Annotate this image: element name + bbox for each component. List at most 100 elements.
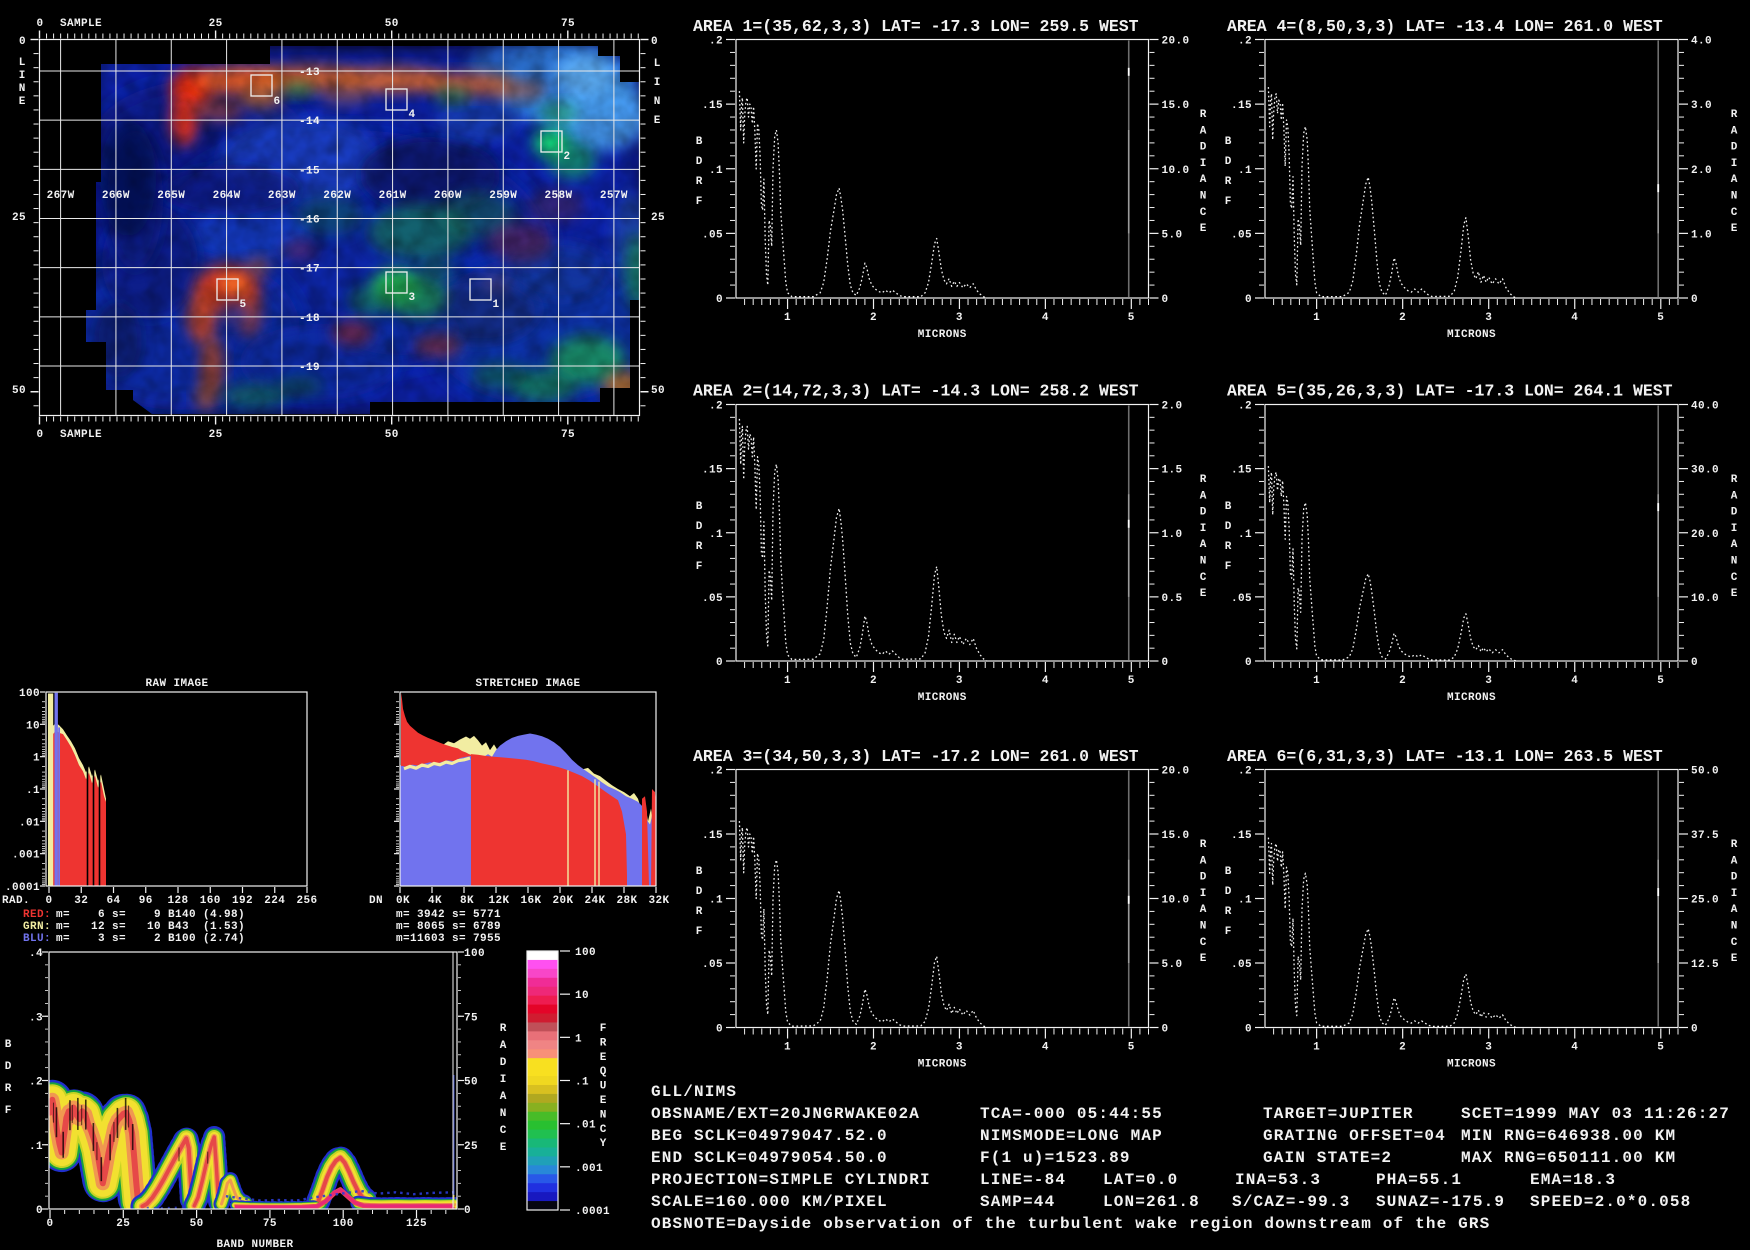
svg-text:L: L [654, 58, 661, 70]
svg-text:F: F [696, 196, 703, 208]
svg-text:m= 3 s= 2 B100 (2.74): m= 3 s= 2 B100 (2.74) [56, 933, 245, 945]
svg-text:F(1 u)=1523.89: F(1 u)=1523.89 [980, 1149, 1131, 1167]
svg-text:5.0: 5.0 [1162, 229, 1183, 241]
svg-text:B: B [696, 501, 703, 513]
svg-text:E: E [500, 1142, 507, 1154]
svg-text:D: D [500, 1057, 507, 1069]
svg-text:AREA 6=(6,31,3,3) LAT= -13.1 L: AREA 6=(6,31,3,3) LAT= -13.1 LON= 263.5 … [1227, 747, 1663, 766]
svg-text:MICRONS: MICRONS [918, 329, 967, 341]
svg-text:SCET=1999 MAY 03 11:26:27: SCET=1999 MAY 03 11:26:27 [1461, 1105, 1730, 1123]
svg-text:0.5: 0.5 [1162, 593, 1183, 605]
svg-text:D: D [1225, 156, 1232, 168]
svg-text:MICRONS: MICRONS [1447, 1059, 1496, 1071]
svg-text:3: 3 [956, 312, 963, 324]
svg-text:.01: .01 [575, 1120, 596, 1132]
svg-text:MIN RNG=646938.00 KM: MIN RNG=646938.00 KM [1461, 1127, 1676, 1145]
svg-text:C: C [1731, 572, 1738, 584]
svg-text:0: 0 [36, 429, 43, 441]
svg-text:C: C [1731, 937, 1738, 949]
svg-text:258W: 258W [545, 190, 573, 202]
svg-text:0: 0 [45, 895, 52, 907]
svg-text:R: R [696, 906, 703, 918]
svg-text:25: 25 [116, 1218, 130, 1230]
svg-text:BAND NUMBER: BAND NUMBER [216, 1239, 293, 1250]
svg-text:0: 0 [19, 36, 26, 48]
svg-text:1.5: 1.5 [1162, 465, 1183, 477]
svg-text:A: A [1200, 174, 1207, 186]
svg-text:E: E [654, 115, 661, 127]
svg-text:R: R [1200, 474, 1207, 486]
svg-text:A: A [1731, 855, 1738, 867]
svg-text:D: D [1200, 142, 1207, 154]
svg-text:RED:: RED: [23, 909, 51, 921]
svg-text:28K: 28K [616, 895, 637, 907]
svg-text:D: D [5, 1061, 12, 1073]
svg-text:4.0: 4.0 [1691, 36, 1712, 48]
svg-text:.0001: .0001 [575, 1206, 610, 1218]
svg-text:2.0: 2.0 [1162, 401, 1183, 413]
svg-text:20.0: 20.0 [1691, 529, 1719, 541]
svg-text:R: R [1225, 906, 1232, 918]
svg-text:N: N [600, 1109, 607, 1121]
svg-text:10.0: 10.0 [1162, 895, 1190, 907]
svg-text:64: 64 [106, 895, 120, 907]
svg-text:F: F [5, 1105, 12, 1117]
svg-text:0: 0 [36, 18, 43, 30]
svg-text:TCA=-000 05:44:55: TCA=-000 05:44:55 [980, 1105, 1163, 1123]
svg-text:.05: .05 [702, 229, 723, 241]
svg-text:2: 2 [1399, 675, 1406, 687]
svg-text:3: 3 [1485, 1042, 1492, 1054]
svg-text:.05: .05 [702, 593, 723, 605]
svg-text:265W: 265W [157, 190, 185, 202]
svg-text:B: B [696, 866, 703, 878]
svg-text:PROJECTION=SIMPLE CYLINDRI: PROJECTION=SIMPLE CYLINDRI [651, 1171, 931, 1189]
svg-text:N: N [1200, 921, 1207, 933]
svg-text:4: 4 [1571, 312, 1578, 324]
svg-text:267W: 267W [47, 190, 75, 202]
svg-text:1: 1 [492, 299, 499, 311]
svg-text:.3: .3 [29, 1012, 43, 1024]
svg-text:SAMPLE: SAMPLE [60, 429, 102, 441]
svg-text:0: 0 [1162, 294, 1169, 306]
svg-text:32: 32 [74, 895, 88, 907]
svg-text:.1: .1 [29, 1141, 43, 1153]
svg-text:.15: .15 [1231, 830, 1252, 842]
svg-text:2.0: 2.0 [1691, 165, 1712, 177]
svg-text:16K: 16K [520, 895, 541, 907]
svg-text:20K: 20K [552, 895, 573, 907]
svg-text:.001: .001 [12, 850, 40, 862]
svg-text:D: D [1731, 142, 1738, 154]
svg-text:C: C [1200, 937, 1207, 949]
svg-text:96: 96 [139, 895, 153, 907]
svg-text:.15: .15 [702, 830, 723, 842]
svg-text:SAMPLE: SAMPLE [60, 18, 102, 30]
svg-text:A: A [1200, 490, 1207, 502]
svg-text:Q: Q [600, 1066, 607, 1078]
svg-text:I: I [1200, 888, 1207, 900]
svg-text:I: I [1731, 523, 1738, 535]
svg-text:30.0: 30.0 [1691, 465, 1719, 477]
svg-text:N: N [1731, 921, 1738, 933]
svg-text:-17: -17 [299, 264, 320, 276]
svg-text:NIMSMODE=LONG MAP: NIMSMODE=LONG MAP [980, 1127, 1163, 1145]
svg-text:R: R [1731, 109, 1738, 121]
svg-text:50: 50 [385, 429, 399, 441]
svg-text:R: R [1225, 541, 1232, 553]
svg-text:50: 50 [12, 385, 26, 397]
svg-text:A: A [1731, 490, 1738, 502]
svg-text:D: D [696, 521, 703, 533]
svg-text:100: 100 [333, 1218, 354, 1230]
svg-text:263W: 263W [268, 190, 296, 202]
svg-text:EMA=18.3: EMA=18.3 [1530, 1171, 1616, 1189]
svg-text:A: A [500, 1040, 507, 1052]
svg-text:INA=53.3: INA=53.3 [1235, 1171, 1321, 1189]
svg-text:AREA 2=(14,72,3,3) LAT= -14.3: AREA 2=(14,72,3,3) LAT= -14.3 LON= 258.2… [693, 382, 1139, 401]
svg-text:.1: .1 [26, 785, 40, 797]
svg-text:R: R [5, 1083, 12, 1095]
svg-text:3: 3 [956, 1042, 963, 1054]
svg-text:B: B [1225, 136, 1232, 148]
svg-text:5.0: 5.0 [1162, 959, 1183, 971]
svg-text:R: R [696, 541, 703, 553]
svg-text:MICRONS: MICRONS [1447, 329, 1496, 341]
svg-text:GRATING OFFSET=04: GRATING OFFSET=04 [1263, 1127, 1446, 1145]
